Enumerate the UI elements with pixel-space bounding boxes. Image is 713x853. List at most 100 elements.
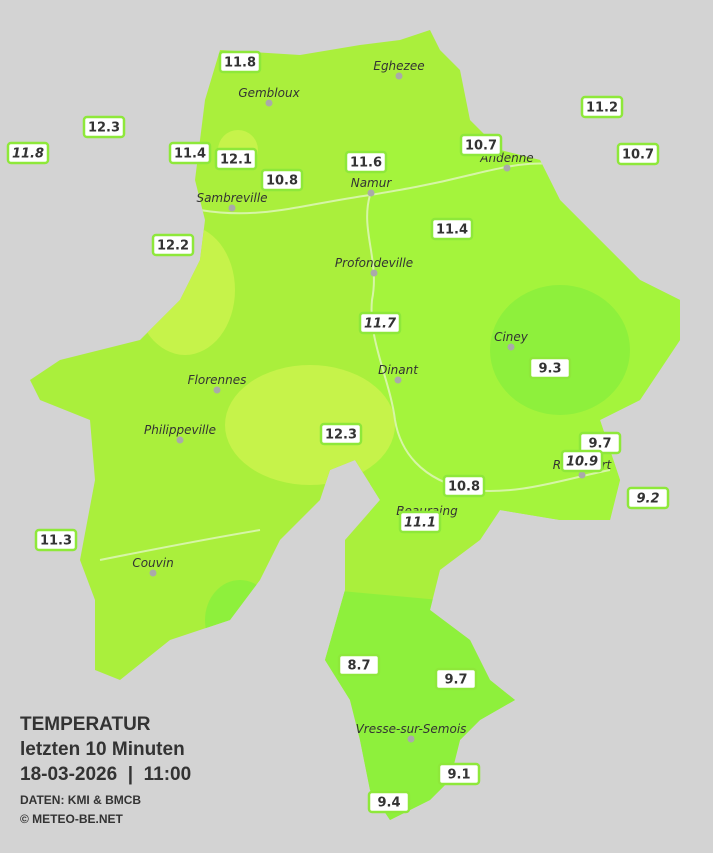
station: 12.1 [214,147,258,171]
town-dot [394,376,402,384]
station-box [151,233,195,257]
station-value: 11.6 [350,156,382,171]
town-label: Ciney [494,330,529,344]
station-box [616,142,660,166]
station: 9.3 [528,356,572,380]
town-label: Florennes [188,373,247,387]
town-dot [370,269,378,277]
station: 11.1 [398,510,442,534]
station-box [82,115,126,139]
station-box [580,95,624,119]
zone [320,590,520,820]
station: 10.7 [616,142,660,166]
station: 11.6 [344,150,388,174]
town-label: Gembloux [238,86,300,100]
station-box [398,510,442,534]
station-value: 12.3 [325,428,357,443]
town-label: Couvin [132,556,173,570]
station-box [337,653,381,677]
station-box [260,168,304,192]
town-dot [176,436,184,444]
station-value: 11.2 [586,101,618,116]
station: 10.7 [459,133,503,157]
title: TEMPERATUR [20,714,151,735]
station: 8.7 [337,653,381,677]
station-box [430,217,474,241]
station: 11.2 [580,95,624,119]
station-box [168,141,212,165]
station-box [319,422,363,446]
town-dot [228,204,236,212]
town-dot [503,164,511,172]
station-box [214,147,258,171]
station: 11.8 [6,141,50,165]
town-dot [367,189,375,197]
station: 9.4 [367,790,411,814]
town-label: Namur [351,176,393,190]
station-value: 9.7 [588,437,611,452]
town-label: Sambreville [196,191,267,205]
station-value: 9.7 [444,673,467,688]
station-value: 9.4 [377,796,400,811]
credit: DATEN: KMI & BMCB [20,793,141,807]
station-value: 11.3 [40,534,72,549]
town-label: Profondeville [335,256,413,270]
town-label: Eghezee [373,59,424,73]
zone [490,285,630,415]
subtitle: letzten 10 Minuten [20,739,185,760]
station-value: 11.4 [436,223,468,238]
station-box [528,356,572,380]
town-label: Dinant [378,363,419,377]
station: 11.7 [358,311,402,335]
station-box [434,667,478,691]
town-dot [265,99,273,107]
station-value: 12.2 [157,239,189,254]
station-box [560,449,604,473]
credit: © METEO-BE.NET [20,812,124,826]
station-value: 12.1 [220,153,252,168]
station: 9.1 [437,762,481,786]
zone [225,365,395,485]
station-box [367,790,411,814]
station: 10.8 [442,474,486,498]
station-value: 10.8 [448,480,480,495]
station: 11.4 [168,141,212,165]
station: 11.3 [34,528,78,552]
station-box [34,528,78,552]
station-box [459,133,503,157]
station-value: 11.1 [404,516,436,531]
station: 10.8 [260,168,304,192]
station-value: 9.2 [636,492,659,507]
station: 12.3 [319,422,363,446]
station: 12.3 [82,115,126,139]
station-value: 10.7 [465,139,497,154]
station-value: 12.3 [88,121,120,136]
station-value: 9.3 [538,362,561,377]
timestamp: 18-03-2026 | 11:00 [20,764,191,785]
station: 9.7 [578,431,622,455]
station: 11.4 [430,217,474,241]
town-dot [213,386,221,394]
station-box [6,141,50,165]
town-dot [149,569,157,577]
station-box [218,50,262,74]
station-value: 11.4 [174,147,206,162]
town-dot [407,735,415,743]
station-box [442,474,486,498]
station: 12.2 [151,233,195,257]
station-value: 10.8 [266,174,298,189]
station-box [626,486,670,510]
station-value: 10.9 [566,455,598,470]
station: 9.7 [434,667,478,691]
town-dot [395,72,403,80]
station-value: 11.8 [224,56,256,71]
station-box [358,311,402,335]
station-box [437,762,481,786]
town-label: Philippeville [144,423,216,437]
station: 9.2 [626,486,670,510]
station: 11.8 [218,50,262,74]
town-dot [507,343,515,351]
station-value: 8.7 [347,659,370,674]
station-value: 10.7 [622,148,654,163]
